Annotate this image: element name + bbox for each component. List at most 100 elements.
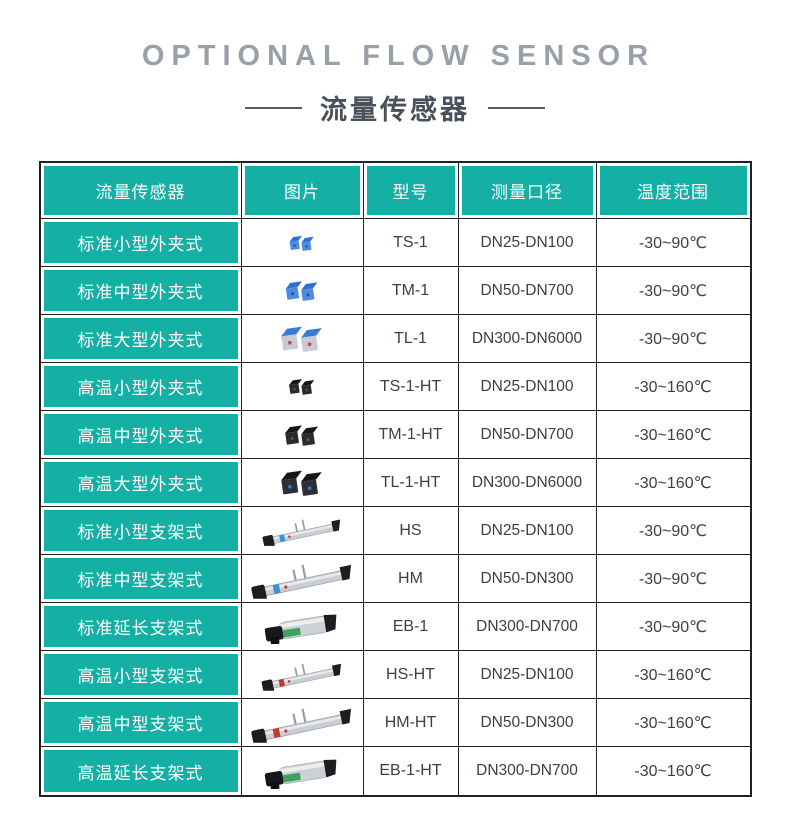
page-subtitle: 流量传感器 (320, 95, 470, 125)
product-image-black-clamp-large (275, 464, 329, 501)
col-header-temp-label: 温度范围 (637, 183, 709, 202)
diameter-cell: DN25-DN100 (458, 651, 597, 699)
temp-cell: -30~160℃ (596, 699, 750, 747)
sensor-name: 标准中型外夹式 (77, 283, 204, 302)
model-cell: HM-HT (363, 699, 459, 747)
model-cell: HS-HT (363, 651, 459, 699)
model-cell: EB-1-HT (363, 747, 459, 795)
sensor-name-cell: 高温大型外夹式 (40, 459, 242, 507)
product-image-blue-clamp-medium (281, 276, 323, 305)
sensor-name-cell: 标准中型外夹式 (40, 267, 242, 315)
table-row: 标准大型外夹式 TL-1 DN300-DN6000 -30~90℃ (40, 315, 750, 363)
product-image-bracket-rail-small (260, 515, 344, 546)
product-image-cell (241, 699, 364, 747)
temp-cell: -30~90℃ (596, 315, 750, 363)
diameter-cell: DN50-DN700 (458, 411, 597, 459)
sensor-name-cell: 高温中型外夹式 (40, 411, 242, 459)
sensor-spec-table: 流量传感器 图片 型号 测量口径 温度范围 标准小型外夹式 TS-1 DN25-… (38, 161, 752, 797)
subtitle-left-line (245, 106, 302, 109)
product-image-cell (241, 267, 364, 315)
col-header-temp: 温度范围 (596, 163, 750, 219)
diameter-cell: DN300-DN6000 (458, 315, 597, 363)
sensor-name-cell: 标准大型外夹式 (40, 315, 242, 363)
model-cell: TM-1-HT (363, 411, 459, 459)
diameter-cell: DN300-DN6000 (458, 459, 597, 507)
product-image-bracket-rail-medium (248, 559, 356, 599)
table-row: 高温中型支架式 HM-HT DN50-DN300 -30~160℃ (40, 699, 750, 747)
sensor-name: 高温小型支架式 (77, 667, 204, 686)
sensor-name-cell: 高温中型支架式 (40, 699, 242, 747)
product-image-cell (241, 555, 364, 603)
product-image-cell (241, 603, 364, 651)
diameter-cell: DN50-DN300 (458, 699, 597, 747)
sensor-name-cell: 标准小型外夹式 (40, 219, 242, 267)
product-image-cell (241, 747, 364, 795)
sensor-name: 高温中型支架式 (77, 715, 204, 734)
diameter-cell: DN25-DN100 (458, 507, 597, 555)
temp-cell: -30~160℃ (596, 411, 750, 459)
table-row: 高温中型外夹式 TM-1-HT DN50-DN700 -30~160℃ (40, 411, 750, 459)
temp-cell: -30~90℃ (596, 507, 750, 555)
model-cell: TS-1 (363, 219, 459, 267)
sensor-name-cell: 标准小型支架式 (40, 507, 242, 555)
col-header-model: 型号 (363, 163, 459, 219)
temp-cell: -30~90℃ (596, 219, 750, 267)
diameter-cell: DN50-DN300 (458, 555, 597, 603)
sensor-name: 高温小型外夹式 (77, 379, 204, 398)
product-image-black-clamp-small (285, 375, 319, 398)
temp-cell: -30~160℃ (596, 651, 750, 699)
sensor-name-cell: 标准中型支架式 (40, 555, 242, 603)
temp-cell: -30~90℃ (596, 267, 750, 315)
temp-cell: -30~90℃ (596, 555, 750, 603)
sensor-name: 高温大型外夹式 (77, 475, 204, 494)
sensor-name-cell: 高温小型外夹式 (40, 363, 242, 411)
sensor-table-body: 标准小型外夹式 TS-1 DN25-DN100 -30~90℃ 标准中型外夹式 … (40, 219, 750, 795)
diameter-cell: DN300-DN700 (458, 603, 597, 651)
temp-cell: -30~160℃ (596, 363, 750, 411)
temp-cell: -30~90℃ (596, 603, 750, 651)
col-header-image-label: 图片 (284, 183, 320, 202)
subtitle-row: 流量传感器 (0, 88, 790, 127)
product-image-cell (241, 411, 364, 459)
table-row: 高温大型外夹式 TL-1-HT DN300-DN6000 -30~160℃ (40, 459, 750, 507)
table-header-row: 流量传感器 图片 型号 测量口径 温度范围 (40, 163, 750, 219)
sensor-name: 标准小型外夹式 (77, 235, 204, 254)
product-image-bracket-cylinder-ht (258, 754, 346, 789)
model-cell: EB-1 (363, 603, 459, 651)
table-row: 高温小型支架式 HS-HT DN25-DN100 -30~160℃ (40, 651, 750, 699)
col-header-image: 图片 (241, 163, 364, 219)
table-row: 高温小型外夹式 TS-1-HT DN25-DN100 -30~160℃ (40, 363, 750, 411)
product-image-black-clamp-medium (280, 420, 324, 450)
col-header-model-label: 型号 (392, 183, 429, 202)
sensor-name-cell: 高温延长支架式 (40, 747, 242, 795)
sensor-name: 高温延长支架式 (77, 763, 204, 783)
product-image-cell (241, 651, 364, 699)
subtitle-right-line (488, 106, 545, 109)
table-row: 标准中型支架式 HM DN50-DN300 -30~90℃ (40, 555, 750, 603)
temp-cell: -30~160℃ (596, 747, 750, 795)
page-title: OPTIONAL FLOW SENSOR (141, 40, 656, 72)
diameter-cell: DN50-DN700 (458, 267, 597, 315)
page: OPTIONAL FLOW SENSOR 流量传感器 流量传感器 图片 型号 测… (0, 40, 790, 797)
col-header-diameter-label: 测量口径 (491, 183, 563, 202)
product-image-blue-clamp-small (286, 232, 318, 254)
sensor-name: 标准中型支架式 (77, 571, 204, 590)
model-cell: TM-1 (363, 267, 459, 315)
product-image-cell (241, 459, 364, 507)
temp-cell: -30~160℃ (596, 459, 750, 507)
model-cell: TL-1-HT (363, 459, 459, 507)
sensor-name: 高温中型外夹式 (77, 427, 204, 446)
model-cell: HS (363, 507, 459, 555)
model-cell: HM (363, 555, 459, 603)
product-image-cell (241, 219, 364, 267)
product-image-bracket-rail-small-ht (259, 659, 345, 691)
sensor-name-cell: 高温小型支架式 (40, 651, 242, 699)
table-row: 标准小型外夹式 TS-1 DN25-DN100 -30~90℃ (40, 219, 750, 267)
model-cell: TS-1-HT (363, 363, 459, 411)
col-header-diameter: 测量口径 (458, 163, 597, 219)
product-image-blue-clamp-large (275, 320, 329, 357)
product-image-bracket-rail-medium-ht (248, 703, 356, 743)
model-cell: TL-1 (363, 315, 459, 363)
table-row: 标准中型外夹式 TM-1 DN50-DN700 -30~90℃ (40, 267, 750, 315)
col-header-sensor: 流量传感器 (40, 163, 242, 219)
